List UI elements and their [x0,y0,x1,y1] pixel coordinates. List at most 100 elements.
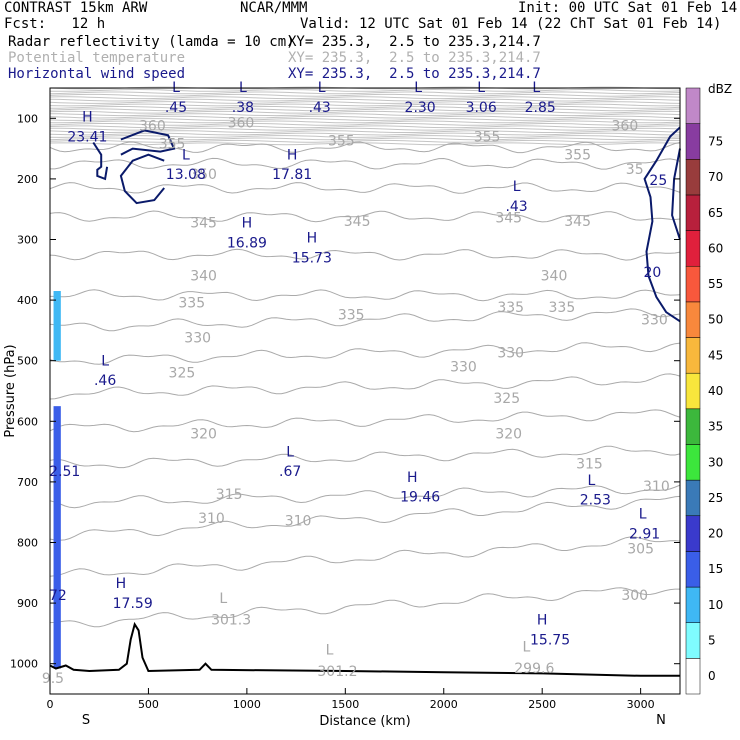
theta-label: 325 [169,366,196,382]
wind-label: L [513,179,521,195]
y-tick-label: 200 [17,173,38,186]
theta-label: 320 [495,426,522,442]
theta-label: 355 [564,148,591,164]
theta-contour-line [49,373,681,400]
wind-label: 2.53 [580,492,611,508]
colorbar-swatch [685,479,701,517]
wind-contour-line [120,129,176,156]
x-tick-label: 2500 [528,698,556,711]
wind-label: H [116,576,127,592]
wind-contour-lines [92,126,681,323]
wind-label: H [82,109,93,125]
wind-label: 17.81 [272,167,312,183]
wind-label: .45 [165,100,187,116]
theta-contour-line [49,98,681,102]
theta-contour-line [49,495,681,541]
wind-label: L [182,148,190,164]
wind-label: 2.51 [49,464,80,480]
theta-label: 360 [612,118,639,134]
theta-label: 335 [549,300,576,316]
theta-label: 310 [285,514,312,530]
theta-label: 335 [178,295,205,311]
colorbar-swatch [685,159,701,196]
theta-label: 340 [541,269,568,285]
wind-label: L [101,354,109,370]
center-name: NCAR/MMM [240,0,308,16]
wind-label: H [407,470,418,486]
colorbar-level-label: 55 [708,277,723,291]
theta-label: 9.5 [42,671,64,687]
axes: 0 500 1000 1500 2000 2500 3000 100 200 300 400 500 6… [10,112,680,711]
theta-label: 330 [450,360,477,376]
colorbar-level-label: 30 [708,455,723,469]
theta-label: 355 [328,134,355,150]
wind-label: L [588,473,596,489]
wind-label: 19.46 [400,489,440,505]
colorbar-swatch [685,658,701,695]
theta-contour-line [49,137,681,141]
theta-contour-lines [49,86,681,628]
colorbar-swatch [685,622,701,659]
y-tick-label: 800 [17,537,38,550]
theta-label: 360 [139,118,166,134]
colorbar-level-label: 10 [708,598,723,612]
colorbar-swatch [685,444,701,481]
colorbar-swatch [685,551,701,588]
colorbar-level-label: 20 [708,527,723,541]
theta-contour-line [50,120,681,124]
colorbar-level-label: 50 [708,313,723,327]
colorbar-level-label: 65 [708,206,723,220]
theta-label: 315 [216,487,243,503]
x-axis-label: Distance (km) [319,714,410,729]
wind-label: .38 [232,100,254,116]
wind-label: 15.75 [530,632,570,648]
wind-label: H [287,148,298,164]
wind-label: 2.85 [525,100,556,116]
theta-label: 320 [190,426,217,442]
theta-label: 300 [621,588,648,604]
theta-label: 330 [184,331,211,347]
wind-label: 25 [649,173,667,189]
wind-label: 16.89 [227,235,267,251]
theta-contour-line [49,248,681,261]
terrain [49,621,680,677]
theta-contour-line [49,93,681,97]
theta-contour-line [49,445,681,469]
colorbar-level-label: 35 [708,420,723,434]
reflectivity-column [53,406,61,669]
wind-label: 20 [644,265,662,281]
wind-label: .46 [94,373,116,389]
colorbar: 0 5 10 15 20 25 30 35 40 45 50 55 60 65 70 75 [685,87,723,695]
theta-label: 299.6 [514,661,554,677]
wind-label: H [307,231,318,247]
theta-label: 360 [228,115,255,131]
theta-contour-line [49,182,681,194]
theta-label: 310 [643,479,670,495]
wind-label: L [639,506,647,522]
terrain-line [49,621,680,677]
theta-contour-line [49,123,681,126]
x-tick-label: 1500 [331,698,359,711]
reflectivity-column [53,291,61,361]
theta-label: 350 [190,167,217,183]
theta-label: 345 [564,214,591,230]
theta-contour-line [49,106,681,109]
y-tick-label: 600 [17,415,38,428]
theta-label: 335 [497,300,524,316]
theta-contour-line [50,157,681,170]
wind-label: 15.73 [292,251,332,267]
theta-contour-line [49,96,681,100]
theta-label: 345 [190,215,217,231]
theta-contour-line [49,536,681,577]
wind-labels: L .45 L .38 L .43 L 2.30 L 3.06 L 2.85 H 23.41 L 13.08 H… [49,80,667,648]
theta-contour-line [49,130,681,133]
theta-contour-line [49,409,681,433]
y-tick-label: 900 [17,597,38,610]
valid-time: Valid: 12 UTC Sat 01 Feb 14 (22 ChT Sat … [300,16,722,32]
y-tick-label: 300 [17,234,38,247]
theta-label: 340 [190,269,217,285]
theta-contour-line [49,139,681,143]
field-label-reflectivity: Radar reflectivity (lamda = 10 cm) [8,34,295,50]
y-tick-label: 700 [17,476,38,489]
